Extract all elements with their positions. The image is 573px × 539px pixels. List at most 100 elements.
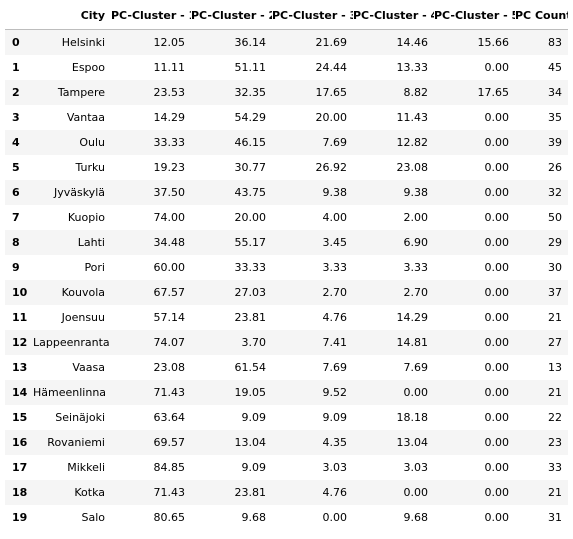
cell-pc-cluster-3: 4.00 bbox=[322, 211, 348, 224]
cell-pc-cluster-5: 0.00 bbox=[484, 61, 510, 74]
cell-pc-cluster-3: 24.44 bbox=[315, 61, 348, 74]
cell-pc-count: 13 bbox=[548, 361, 562, 374]
cell-pc-count: 31 bbox=[548, 511, 562, 524]
cell-pc-count: 30 bbox=[548, 261, 562, 274]
column-header-city: City bbox=[33, 3, 111, 30]
cell-pc-cluster-3: 9.38 bbox=[322, 186, 348, 199]
cell-pc-cluster-4: 2.70 bbox=[403, 286, 429, 299]
cell-pc-cluster-3: 17.65 bbox=[315, 86, 348, 99]
cell-pc-cluster-1: 71.43 bbox=[153, 486, 186, 499]
table-row: 16 Rovaniemi 69.57 13.04 4.35 13.04 0.00 23 bbox=[5, 430, 568, 455]
cell-city: Mikkeli bbox=[67, 461, 105, 474]
cell-pc-cluster-3: 7.69 bbox=[322, 136, 348, 149]
table-row: 6 Jyväskylä 37.50 43.75 9.38 9.38 0.00 32 bbox=[5, 180, 568, 205]
cell-pc-cluster-3: 9.09 bbox=[322, 411, 348, 424]
cell-pc-cluster-5: 0.00 bbox=[484, 436, 510, 449]
cell-pc-count: 37 bbox=[548, 286, 562, 299]
cell-pc-cluster-4: 23.08 bbox=[396, 161, 429, 174]
cell-pc-count: 45 bbox=[548, 61, 562, 74]
cell-pc-cluster-4: 6.90 bbox=[403, 236, 429, 249]
cell-pc-cluster-3: 3.45 bbox=[322, 236, 348, 249]
table-row: 12 Lappeenranta 74.07 3.70 7.41 14.81 0.00 27 bbox=[5, 330, 568, 355]
cell-pc-cluster-5: 0.00 bbox=[484, 411, 510, 424]
cell-pc-count: 26 bbox=[548, 161, 562, 174]
cell-pc-cluster-1: 74.07 bbox=[153, 336, 186, 349]
index-header bbox=[5, 3, 33, 30]
cell-pc-cluster-3: 3.03 bbox=[322, 461, 348, 474]
cell-pc-cluster-3: 7.69 bbox=[322, 361, 348, 374]
cell-city: Turku bbox=[75, 161, 105, 174]
row-index: 15 bbox=[12, 411, 28, 424]
cell-pc-cluster-1: 23.53 bbox=[153, 86, 186, 99]
cell-pc-cluster-5: 0.00 bbox=[484, 211, 510, 224]
cell-pc-cluster-3: 4.76 bbox=[322, 311, 348, 324]
cell-pc-cluster-1: 14.29 bbox=[153, 111, 186, 124]
row-index: 4 bbox=[12, 136, 20, 149]
row-index: 7 bbox=[12, 211, 20, 224]
column-header-pc-cluster-3: PC-Cluster - 3 bbox=[272, 3, 353, 30]
cell-pc-cluster-1: 63.64 bbox=[153, 411, 186, 424]
cell-pc-cluster-5: 0.00 bbox=[484, 361, 510, 374]
table-row: 8 Lahti 34.48 55.17 3.45 6.90 0.00 29 bbox=[5, 230, 568, 255]
row-index: 9 bbox=[12, 261, 20, 274]
cell-pc-count: 21 bbox=[548, 486, 562, 499]
row-index: 2 bbox=[12, 86, 20, 99]
table-row: 15 Seinäjoki 63.64 9.09 9.09 18.18 0.00 22 bbox=[5, 405, 568, 430]
cell-pc-cluster-2: 13.04 bbox=[234, 436, 267, 449]
cell-pc-cluster-5: 0.00 bbox=[484, 111, 510, 124]
cell-pc-cluster-2: 33.33 bbox=[234, 261, 267, 274]
row-index: 17 bbox=[12, 461, 28, 474]
cell-pc-cluster-4: 9.68 bbox=[403, 511, 429, 524]
cell-pc-cluster-4: 11.43 bbox=[396, 111, 429, 124]
row-index: 6 bbox=[12, 186, 20, 199]
cell-pc-cluster-2: 54.29 bbox=[234, 111, 267, 124]
table-row: 7 Kuopio 74.00 20.00 4.00 2.00 0.00 50 bbox=[5, 205, 568, 230]
cell-pc-cluster-2: 46.15 bbox=[234, 136, 267, 149]
cell-pc-cluster-4: 0.00 bbox=[403, 386, 429, 399]
cell-pc-cluster-5: 0.00 bbox=[484, 136, 510, 149]
cell-city: Hämeenlinna bbox=[33, 386, 107, 399]
row-index: 12 bbox=[12, 336, 28, 349]
table-row: 11 Joensuu 57.14 23.81 4.76 14.29 0.00 21 bbox=[5, 305, 568, 330]
cell-pc-cluster-4: 13.04 bbox=[396, 436, 429, 449]
cell-pc-count: 29 bbox=[548, 236, 562, 249]
cell-city: Joensuu bbox=[61, 311, 105, 324]
cell-pc-cluster-4: 2.00 bbox=[403, 211, 429, 224]
row-index: 0 bbox=[12, 36, 20, 49]
cell-pc-cluster-4: 14.46 bbox=[396, 36, 429, 49]
cell-city: Kotka bbox=[74, 486, 105, 499]
column-header-pc-cluster-1: PC-Cluster - 1 bbox=[111, 3, 191, 30]
cell-pc-cluster-4: 18.18 bbox=[396, 411, 429, 424]
cell-city: Espoo bbox=[71, 61, 105, 74]
cell-pc-cluster-3: 9.52 bbox=[322, 386, 348, 399]
cell-pc-cluster-1: 11.11 bbox=[153, 61, 186, 74]
table-row: 9 Pori 60.00 33.33 3.33 3.33 0.00 30 bbox=[5, 255, 568, 280]
cell-pc-cluster-2: 19.05 bbox=[234, 386, 267, 399]
cell-pc-cluster-4: 7.69 bbox=[403, 361, 429, 374]
row-index: 19 bbox=[12, 511, 28, 524]
row-index: 5 bbox=[12, 161, 20, 174]
cell-pc-cluster-2: 61.54 bbox=[234, 361, 267, 374]
cell-pc-cluster-1: 84.85 bbox=[153, 461, 186, 474]
cell-pc-cluster-5: 0.00 bbox=[484, 236, 510, 249]
cell-pc-cluster-1: 12.05 bbox=[153, 36, 186, 49]
cell-pc-count: 34 bbox=[548, 86, 562, 99]
cell-pc-cluster-1: 80.65 bbox=[153, 511, 186, 524]
cell-city: Seinäjoki bbox=[55, 411, 105, 424]
cell-pc-cluster-5: 0.00 bbox=[484, 186, 510, 199]
cell-pc-cluster-5: 0.00 bbox=[484, 461, 510, 474]
cell-pc-cluster-1: 23.08 bbox=[153, 361, 186, 374]
row-index: 8 bbox=[12, 236, 20, 249]
table-row: 14 Hämeenlinna 71.43 19.05 9.52 0.00 0.00 21 bbox=[5, 380, 568, 405]
cell-pc-cluster-1: 69.57 bbox=[153, 436, 186, 449]
table-row: 18 Kotka 71.43 23.81 4.76 0.00 0.00 21 bbox=[5, 480, 568, 505]
cell-pc-cluster-3: 21.69 bbox=[315, 36, 348, 49]
cell-pc-cluster-2: 55.17 bbox=[234, 236, 267, 249]
cell-pc-cluster-2: 20.00 bbox=[234, 211, 267, 224]
header-row: City PC-Cluster - 1 PC-Cluster - 2 PC-Cl… bbox=[5, 3, 568, 30]
column-header-pc-count: PC Count bbox=[515, 3, 568, 30]
row-index: 16 bbox=[12, 436, 28, 449]
cell-city: Tampere bbox=[57, 86, 105, 99]
cell-pc-cluster-1: 33.33 bbox=[153, 136, 186, 149]
